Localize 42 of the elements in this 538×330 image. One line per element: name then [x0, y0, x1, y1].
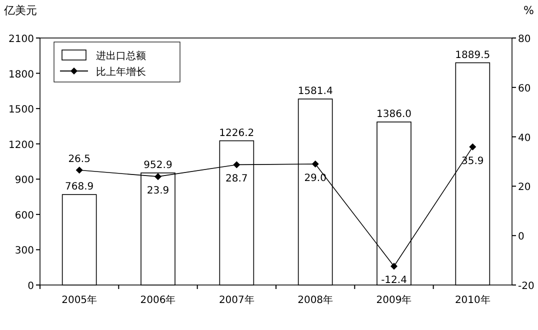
data-label: 768.9	[65, 182, 94, 193]
data-label: 29.0	[304, 172, 326, 184]
y2-tick-label: 80	[518, 34, 531, 45]
data-label: 23.9	[146, 186, 170, 197]
y-tick-label: 1800	[8, 69, 34, 80]
y-axis-title: 亿美元	[3, 4, 37, 17]
y-tick-label: 1200	[8, 140, 34, 151]
y-tick-label: 600	[14, 210, 34, 222]
data-label: 26.5	[68, 154, 90, 166]
y-tick-label: 900	[14, 175, 34, 186]
data-label: 35.9	[462, 156, 484, 167]
data-label: 1581.4	[298, 86, 333, 97]
x-tick-label: 2005年	[62, 294, 98, 306]
y2-tick-label: 0	[518, 232, 524, 243]
y-tick-label: 2100	[8, 34, 34, 45]
x-tick-label: 2009年	[376, 294, 412, 306]
y2-tick-label: 20	[518, 182, 531, 194]
point	[233, 161, 240, 168]
data-label: 1889.5	[455, 50, 490, 61]
y2-tick-label: -20	[518, 281, 534, 292]
point	[469, 143, 476, 150]
y-tick-label: 0	[28, 281, 34, 292]
legend-label: 进出口总额	[96, 50, 146, 62]
x-tick-label: 2010年	[454, 294, 490, 306]
y2-tick-label: 40	[518, 132, 531, 144]
data-label: 28.7	[226, 174, 248, 185]
data-label: 1386.0	[376, 108, 412, 120]
data-label: 952.9	[144, 160, 172, 171]
point	[390, 262, 398, 270]
legend-label: 比上年增长	[96, 66, 146, 78]
point	[154, 173, 162, 180]
data-label: -12.4	[381, 275, 407, 286]
x-tick-label: 2007年	[218, 294, 254, 306]
y2-tick-label: 60	[518, 83, 531, 94]
point	[312, 160, 319, 168]
point	[76, 166, 83, 174]
y2-axis-title: %	[524, 4, 534, 17]
y-tick-label: 1500	[8, 104, 34, 116]
x-tick-label: 2006年	[140, 294, 176, 306]
y-tick-label: 300	[14, 246, 34, 257]
data-label: 1226.2	[219, 128, 254, 139]
x-tick-label: 2008年	[298, 294, 334, 306]
